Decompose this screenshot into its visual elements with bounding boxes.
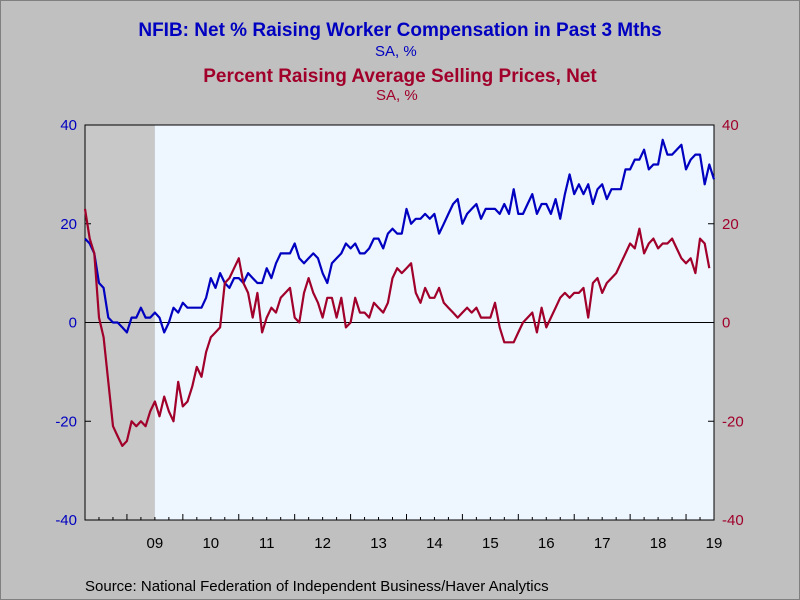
- y-right-tick-label: 0: [722, 315, 730, 332]
- x-tick-label: 19: [706, 535, 723, 552]
- x-tick-label: 15: [482, 535, 499, 552]
- y-right-tick-label: -20: [722, 413, 744, 430]
- x-tick-label: 16: [538, 535, 555, 552]
- source-note: Source: National Federation of Independe…: [85, 578, 549, 595]
- compensation-series-line: [84, 138, 716, 334]
- x-tick-label: 17: [594, 535, 611, 552]
- x-tick-label: 14: [426, 535, 443, 552]
- x-tick-label: 11: [259, 535, 275, 552]
- y-left-tick-label: 20: [60, 216, 77, 233]
- y-right-tick-label: -40: [722, 512, 744, 529]
- chart-title: NFIB: Net % Raising Worker Compensation …: [138, 20, 662, 41]
- x-tick-label: 10: [202, 535, 219, 552]
- y-left-tick-label: 40: [60, 117, 77, 134]
- y-left-tick-label: -40: [55, 512, 77, 529]
- chart-subtitle: SA, %: [375, 43, 417, 60]
- y-right-tick-label: 20: [722, 216, 739, 233]
- chart-title-2: Percent Raising Average Selling Prices, …: [203, 66, 597, 87]
- x-tick-label: 12: [314, 535, 331, 552]
- x-tick-label: 13: [370, 535, 387, 552]
- x-tick-label: 09: [147, 535, 164, 552]
- chart-subtitle-2: SA, %: [376, 87, 418, 104]
- prices-series-line: [83, 208, 711, 447]
- y-left-tick-label: 0: [69, 315, 77, 332]
- y-right-tick-label: 40: [722, 117, 739, 134]
- y-left-tick-label: -20: [55, 413, 77, 430]
- x-tick-label: 18: [650, 535, 667, 552]
